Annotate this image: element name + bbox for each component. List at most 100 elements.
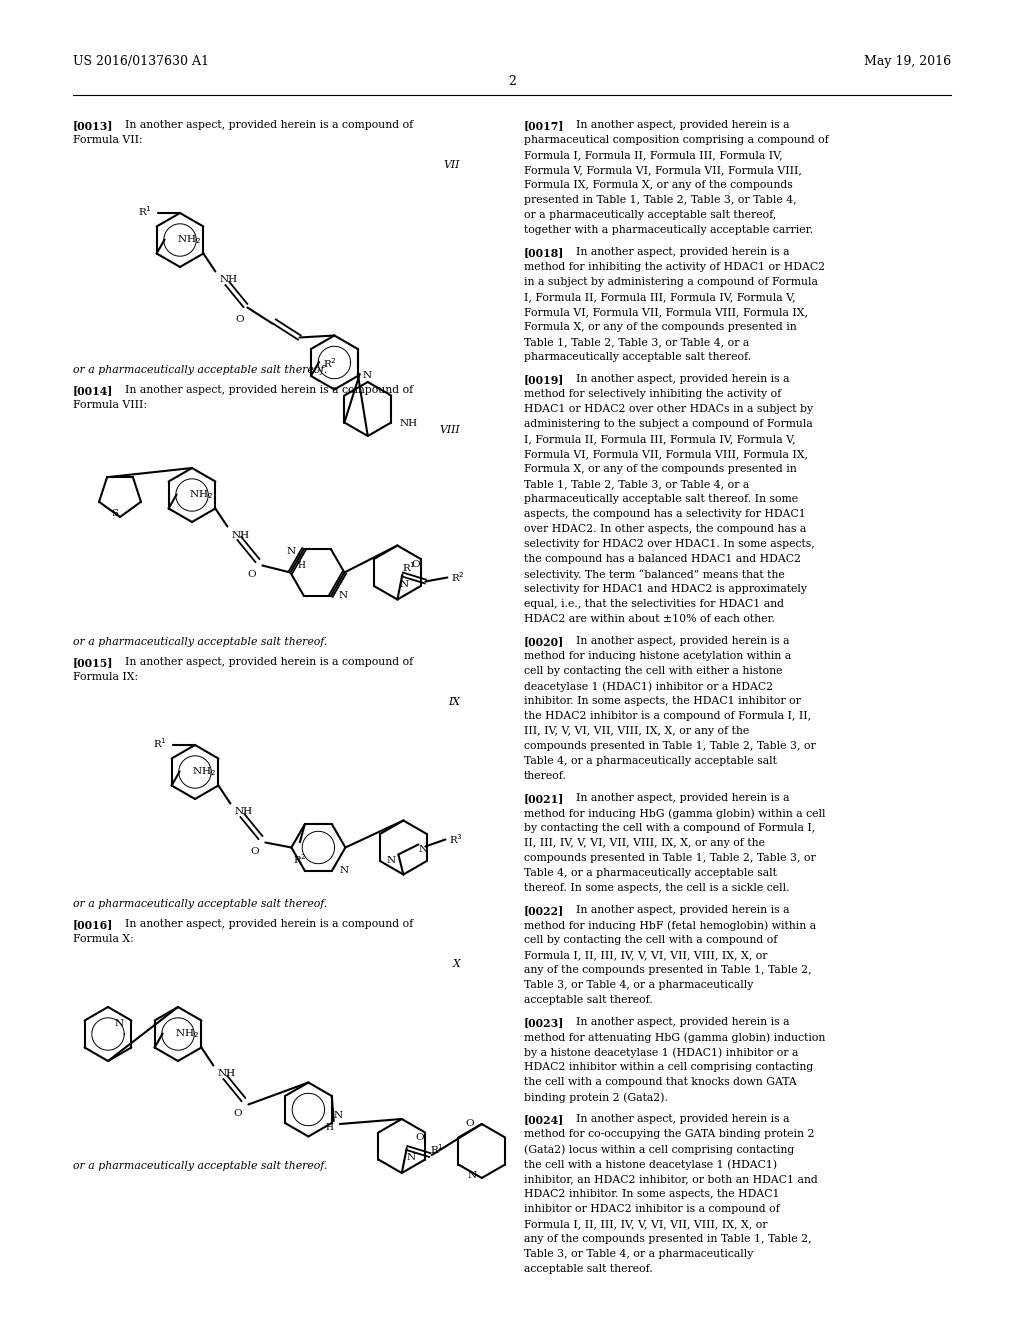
Text: N: N	[407, 1154, 416, 1163]
Text: NH$_2$: NH$_2$	[191, 766, 216, 779]
Text: NH: NH	[399, 418, 417, 428]
Text: method for selectively inhibiting the activity of: method for selectively inhibiting the ac…	[524, 389, 781, 399]
Text: thereof. In some aspects, the cell is a sickle cell.: thereof. In some aspects, the cell is a …	[524, 883, 790, 894]
Text: In another aspect, provided herein is a compound of: In another aspect, provided herein is a …	[125, 657, 414, 667]
Text: H: H	[298, 561, 306, 570]
Text: Formula VI, Formula VII, Formula VIII, Formula IX,: Formula VI, Formula VII, Formula VIII, F…	[524, 308, 808, 317]
Text: aspects, the compound has a selectivity for HDAC1: aspects, the compound has a selectivity …	[524, 510, 806, 519]
Text: N: N	[468, 1171, 477, 1180]
Text: R$^2$: R$^2$	[293, 853, 307, 866]
Text: In another aspect, provided herein is a compound of: In another aspect, provided herein is a …	[125, 385, 414, 395]
Text: HDAC2 are within about ±10% of each other.: HDAC2 are within about ±10% of each othe…	[524, 614, 775, 624]
Text: In another aspect, provided herein is a: In another aspect, provided herein is a	[575, 247, 790, 257]
Text: Formula VI, Formula VII, Formula VIII, Formula IX,: Formula VI, Formula VII, Formula VIII, F…	[524, 449, 808, 459]
Text: pharmaceutically acceptable salt thereof.: pharmaceutically acceptable salt thereof…	[524, 352, 752, 362]
Text: Formula X:: Formula X:	[73, 935, 134, 944]
Text: O: O	[236, 315, 244, 323]
Text: Table 3, or Table 4, or a pharmaceutically: Table 3, or Table 4, or a pharmaceutical…	[524, 979, 754, 990]
Text: method for attenuating HbG (gamma globin) induction: method for attenuating HbG (gamma globin…	[524, 1032, 825, 1043]
Text: NH$_2$: NH$_2$	[175, 1027, 199, 1040]
Text: method for inhibiting the activity of HDAC1 or HDAC2: method for inhibiting the activity of HD…	[524, 261, 825, 272]
Text: Formula I, II, III, IV, V, VI, VII, VIII, IX, X, or: Formula I, II, III, IV, V, VI, VII, VIII…	[524, 950, 768, 960]
Text: [0021]: [0021]	[524, 793, 564, 804]
Text: in a subject by administering a compound of Formula: in a subject by administering a compound…	[524, 277, 818, 286]
Text: NH: NH	[219, 276, 238, 285]
Text: NH$_2$: NH$_2$	[176, 234, 201, 247]
Text: binding protein 2 (Gata2).: binding protein 2 (Gata2).	[524, 1092, 668, 1102]
Text: compounds presented in Table 1, Table 2, Table 3, or: compounds presented in Table 1, Table 2,…	[524, 853, 816, 863]
Text: II, III, IV, V, VI, VII, VIII, IX, X, or any of the: II, III, IV, V, VI, VII, VIII, IX, X, or…	[524, 838, 765, 847]
Text: thereof.: thereof.	[524, 771, 567, 781]
Text: Formula VIII:: Formula VIII:	[73, 400, 147, 411]
Text: VII: VII	[443, 160, 460, 170]
Text: NH: NH	[231, 531, 250, 540]
Text: In another aspect, provided herein is a: In another aspect, provided herein is a	[575, 906, 790, 915]
Text: or a pharmaceutically acceptable salt thereof.: or a pharmaceutically acceptable salt th…	[73, 899, 328, 909]
Text: Table 3, or Table 4, or a pharmaceutically: Table 3, or Table 4, or a pharmaceutical…	[524, 1249, 754, 1259]
Text: over HDAC2. In other aspects, the compound has a: over HDAC2. In other aspects, the compou…	[524, 524, 806, 535]
Text: N: N	[334, 1111, 343, 1121]
Text: deacetylase 1 (HDAC1) inhibitor or a HDAC2: deacetylase 1 (HDAC1) inhibitor or a HDA…	[524, 681, 773, 692]
Text: Formula X, or any of the compounds presented in: Formula X, or any of the compounds prese…	[524, 322, 797, 333]
Text: IX: IX	[449, 697, 460, 708]
Text: In another aspect, provided herein is a: In another aspect, provided herein is a	[575, 636, 790, 645]
Text: selectivity for HDAC2 over HDAC1. In some aspects,: selectivity for HDAC2 over HDAC1. In som…	[524, 539, 815, 549]
Text: HDAC2 inhibitor within a cell comprising contacting: HDAC2 inhibitor within a cell comprising…	[524, 1063, 813, 1072]
Text: selectivity for HDAC1 and HDAC2 is approximately: selectivity for HDAC1 and HDAC2 is appro…	[524, 583, 807, 594]
Text: 2: 2	[508, 75, 516, 88]
Text: the cell with a compound that knocks down GATA: the cell with a compound that knocks dow…	[524, 1077, 797, 1086]
Text: [0024]: [0024]	[524, 1114, 564, 1125]
Text: R$^1$: R$^1$	[430, 1143, 444, 1156]
Text: [0023]: [0023]	[524, 1016, 564, 1028]
Text: together with a pharmaceutically acceptable carrier.: together with a pharmaceutically accepta…	[524, 224, 813, 235]
Text: [0013]: [0013]	[73, 120, 114, 131]
Text: N: N	[339, 591, 348, 601]
Text: inhibitor or HDAC2 inhibitor is a compound of: inhibitor or HDAC2 inhibitor is a compou…	[524, 1204, 779, 1214]
Text: O: O	[248, 570, 256, 579]
Text: any of the compounds presented in Table 1, Table 2,: any of the compounds presented in Table …	[524, 1234, 812, 1243]
Text: O: O	[411, 560, 420, 569]
Text: (Gata2) locus within a cell comprising contacting: (Gata2) locus within a cell comprising c…	[524, 1144, 795, 1155]
Text: by contacting the cell with a compound of Formula I,: by contacting the cell with a compound o…	[524, 822, 815, 833]
Text: pharmaceutically acceptable salt thereof. In some: pharmaceutically acceptable salt thereof…	[524, 494, 798, 504]
Text: O: O	[251, 847, 259, 855]
Text: the cell with a histone deacetylase 1 (HDAC1): the cell with a histone deacetylase 1 (H…	[524, 1159, 777, 1170]
Text: N: N	[287, 546, 296, 556]
Text: method for inducing HbF (fetal hemoglobin) within a: method for inducing HbF (fetal hemoglobi…	[524, 920, 816, 931]
Text: equal, i.e., that the selectivities for HDAC1 and: equal, i.e., that the selectivities for …	[524, 599, 784, 609]
Text: inhibitor, an HDAC2 inhibitor, or both an HDAC1 and: inhibitor, an HDAC2 inhibitor, or both a…	[524, 1173, 818, 1184]
Text: O: O	[465, 1119, 474, 1129]
Text: NH$_2$: NH$_2$	[188, 488, 213, 502]
Text: [0014]: [0014]	[73, 385, 114, 396]
Text: S: S	[112, 508, 119, 517]
Text: cell by contacting the cell with a compound of: cell by contacting the cell with a compo…	[524, 935, 777, 945]
Text: In another aspect, provided herein is a: In another aspect, provided herein is a	[575, 120, 790, 129]
Text: HDAC1 or HDAC2 over other HDACs in a subject by: HDAC1 or HDAC2 over other HDACs in a sub…	[524, 404, 813, 414]
Text: R$^1$: R$^1$	[138, 205, 152, 218]
Text: US 2016/0137630 A1: US 2016/0137630 A1	[73, 55, 209, 69]
Text: cell by contacting the cell with either a histone: cell by contacting the cell with either …	[524, 667, 782, 676]
Text: or a pharmaceutically acceptable salt thereof,: or a pharmaceutically acceptable salt th…	[524, 210, 776, 220]
Text: VIII: VIII	[439, 425, 460, 436]
Text: In another aspect, provided herein is a compound of: In another aspect, provided herein is a …	[125, 120, 414, 129]
Text: method for inducing HbG (gamma globin) within a cell: method for inducing HbG (gamma globin) w…	[524, 808, 825, 818]
Text: R$^2$: R$^2$	[452, 570, 465, 585]
Text: by a histone deacetylase 1 (HDAC1) inhibitor or a: by a histone deacetylase 1 (HDAC1) inhib…	[524, 1047, 799, 1057]
Text: Formula IX, Formula X, or any of the compounds: Formula IX, Formula X, or any of the com…	[524, 180, 793, 190]
Text: Formula V, Formula VI, Formula VII, Formula VIII,: Formula V, Formula VI, Formula VII, Form…	[524, 165, 802, 176]
Text: R$^1$: R$^1$	[154, 737, 167, 750]
Text: [0019]: [0019]	[524, 374, 564, 385]
Text: method for inducing histone acetylation within a: method for inducing histone acetylation …	[524, 651, 792, 661]
Text: HDAC2 inhibitor. In some aspects, the HDAC1: HDAC2 inhibitor. In some aspects, the HD…	[524, 1189, 779, 1199]
Text: compounds presented in Table 1, Table 2, Table 3, or: compounds presented in Table 1, Table 2,…	[524, 741, 816, 751]
Text: O: O	[233, 1109, 242, 1118]
Text: or a pharmaceutically acceptable salt thereof.: or a pharmaceutically acceptable salt th…	[73, 366, 328, 375]
Text: In another aspect, provided herein is a: In another aspect, provided herein is a	[575, 374, 790, 384]
Text: Formula VII:: Formula VII:	[73, 135, 142, 145]
Text: Table 4, or a pharmaceutically acceptable salt: Table 4, or a pharmaceutically acceptabl…	[524, 756, 777, 766]
Text: N: N	[340, 866, 349, 875]
Text: method for co-occupying the GATA binding protein 2: method for co-occupying the GATA binding…	[524, 1129, 814, 1139]
Text: administering to the subject a compound of Formula: administering to the subject a compound …	[524, 418, 813, 429]
Text: In another aspect, provided herein is a: In another aspect, provided herein is a	[575, 793, 790, 803]
Text: Formula X, or any of the compounds presented in: Formula X, or any of the compounds prese…	[524, 465, 797, 474]
